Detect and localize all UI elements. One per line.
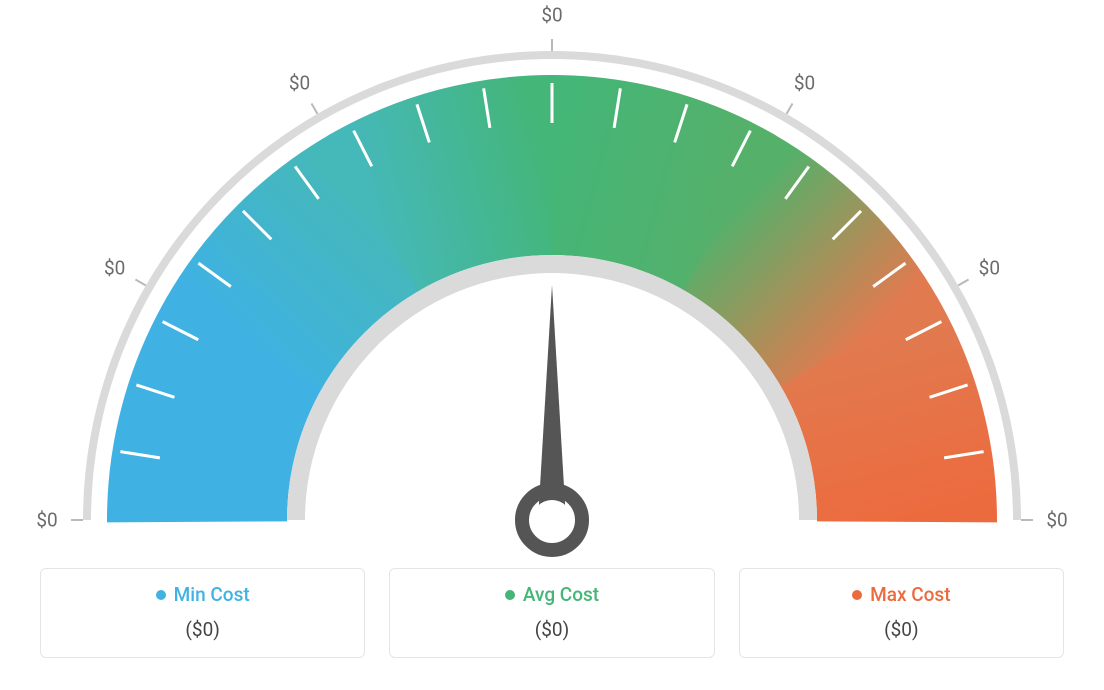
legend-dot-max [852,590,862,600]
gauge-tick-label-1: $0 [104,256,125,279]
gauge-tick-label-2: $0 [289,71,310,94]
legend-card-min: Min Cost ($0) [40,568,365,658]
legend-label-avg: Avg Cost [523,583,599,606]
legend-row: Min Cost ($0) Avg Cost ($0) Max Cost ($0… [0,568,1104,658]
legend-value-avg: ($0) [400,618,703,641]
gauge-tick-label-0: $0 [36,509,57,532]
gauge-svg [0,0,1104,560]
legend-card-avg: Avg Cost ($0) [389,568,714,658]
legend-label-max: Max Cost [870,583,950,606]
legend-dot-avg [505,590,515,600]
legend-value-min: ($0) [51,618,354,641]
gauge-tick-label-6: $0 [1046,509,1067,532]
legend-value-max: ($0) [750,618,1053,641]
gauge-tick-label-3: $0 [541,4,562,27]
gauge-chart: $0 $0 $0 $0 $0 $0 $0 [0,0,1104,560]
legend-card-max: Max Cost ($0) [739,568,1064,658]
legend-top-min: Min Cost [51,583,354,606]
gauge-tick-label-4: $0 [794,71,815,94]
gauge-tick-label-5: $0 [979,256,1000,279]
legend-dot-min [156,590,166,600]
legend-top-max: Max Cost [750,583,1053,606]
legend-top-avg: Avg Cost [400,583,703,606]
legend-label-min: Min Cost [174,583,250,606]
